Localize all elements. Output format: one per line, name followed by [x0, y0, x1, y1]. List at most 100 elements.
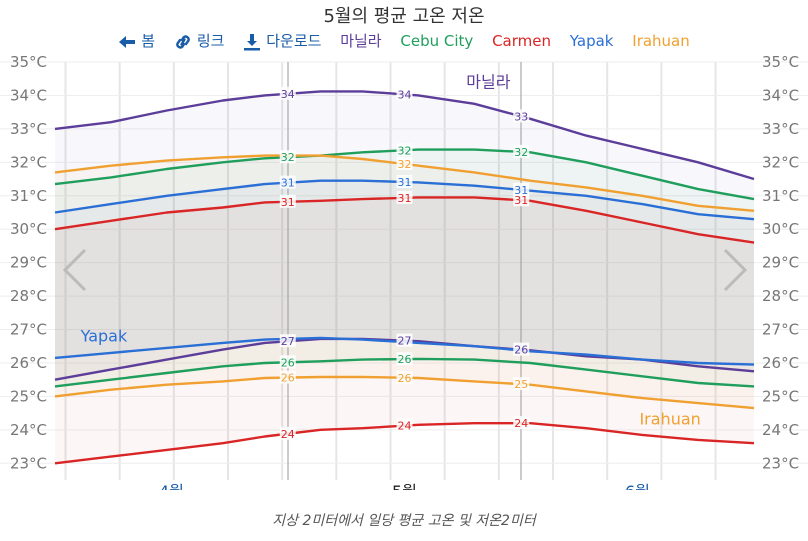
y-tick-label-left: 31°C	[10, 187, 47, 205]
series-high-line-2	[54, 196, 755, 244]
y-tick-label-right: 35°C	[762, 53, 799, 71]
link-label: 링크	[196, 32, 225, 50]
data-label-bg	[279, 370, 296, 384]
data-label-bg	[279, 175, 296, 189]
data-label-bg	[513, 416, 530, 430]
data-label-bg	[513, 377, 530, 391]
month-label: 5월	[392, 482, 417, 490]
range-band-0	[55, 91, 754, 380]
legend: 봄 링크 다운로드 마닐라 Cebu City Carmen Yapak Ira…	[0, 30, 808, 51]
data-label: 26	[398, 353, 412, 366]
legend-item-cebu-city[interactable]: Cebu City	[400, 31, 474, 50]
y-tick-label-right: 26°C	[762, 354, 799, 372]
series-high-line-3	[54, 179, 755, 221]
data-label-bg	[513, 109, 530, 123]
y-tick-label-left: 23°C	[10, 454, 47, 472]
link-button[interactable]: 링크	[174, 30, 225, 51]
data-label: 26	[514, 344, 528, 357]
y-tick-label-left: 30°C	[10, 220, 47, 238]
data-label: 24	[514, 417, 528, 430]
data-label-bg	[513, 342, 530, 356]
series-high-line-0	[54, 90, 755, 181]
data-label-bg	[279, 86, 296, 100]
series-name-label: Yapak	[80, 327, 128, 346]
link-icon	[176, 34, 190, 49]
y-tick-label-right: 31°C	[762, 187, 799, 205]
legend-item-carmen[interactable]: Carmen	[492, 31, 551, 50]
download-button[interactable]: 다운로드	[243, 30, 321, 51]
y-tick-label-left: 24°C	[10, 421, 47, 439]
month-label: 6월	[625, 482, 650, 490]
y-tick-label-right: 32°C	[762, 153, 799, 171]
data-label: 26	[281, 356, 295, 369]
chevron-right-icon	[723, 248, 748, 292]
legend-item-yapak[interactable]: Yapak	[569, 31, 614, 50]
arrow-left-icon	[119, 35, 136, 48]
month-label: 4월	[159, 482, 184, 490]
legend-item-irahuan[interactable]: Irahuan	[632, 31, 690, 50]
data-label: 27	[398, 335, 412, 348]
range-band-2	[55, 197, 754, 464]
legend-item-manila[interactable]: 마닐라	[340, 32, 382, 50]
data-label-bg	[279, 426, 296, 440]
series-low-line-2	[54, 422, 755, 465]
y-tick-label-left: 32°C	[10, 153, 47, 171]
series-high-line-1	[54, 148, 755, 201]
download-icon	[244, 33, 261, 50]
y-tick-label-left: 29°C	[10, 254, 47, 272]
data-label: 32	[514, 146, 528, 159]
data-label: 25	[514, 378, 528, 391]
y-tick-label-right: 27°C	[762, 321, 799, 339]
chart-title: 5월의 평균 고온 저온	[323, 6, 485, 27]
data-label-bg	[396, 418, 413, 432]
data-label: 24	[398, 420, 412, 433]
y-tick-label-right: 33°C	[762, 120, 799, 138]
y-tick-label-right: 23°C	[762, 454, 799, 472]
data-label: 31	[398, 192, 412, 205]
data-label-bg	[396, 190, 413, 204]
data-label-bg	[396, 174, 413, 188]
series-name-label: Irahuan	[639, 410, 700, 429]
data-label: 34	[398, 88, 412, 101]
data-label-bg	[513, 193, 530, 207]
series-low-line-1	[54, 357, 755, 388]
data-label-bg	[279, 194, 296, 208]
chevron-left-icon	[62, 248, 87, 292]
data-label-bg	[513, 182, 530, 196]
data-label-bg	[396, 143, 413, 157]
data-label-bg	[513, 144, 530, 158]
download-label: 다운로드	[266, 32, 322, 50]
data-label: 31	[514, 194, 528, 207]
back-button[interactable]: 봄	[118, 30, 155, 51]
data-label: 31	[514, 184, 528, 197]
range-band-3	[55, 180, 754, 365]
data-label-bg	[396, 333, 413, 347]
data-label: 33	[514, 110, 528, 123]
data-label: 26	[281, 372, 295, 385]
series-low-line-3	[54, 336, 755, 366]
data-label-bg	[279, 355, 296, 369]
data-label-bg	[396, 370, 413, 384]
y-tick-label-right: 24°C	[762, 421, 799, 439]
chart-caption: 지상 2미터에서 일당 평균 고온 및 저온2미터	[272, 513, 536, 529]
y-tick-label-right: 28°C	[762, 287, 799, 305]
y-tick-label-right: 25°C	[762, 387, 799, 405]
back-label: 봄	[141, 32, 156, 50]
data-label: 31	[398, 176, 412, 189]
data-label-bg	[396, 156, 413, 170]
series-high-line-4	[54, 154, 755, 212]
y-tick-label-left: 26°C	[10, 354, 47, 372]
data-label-bg	[279, 150, 296, 164]
data-label: 32	[281, 151, 295, 164]
data-label-bg	[396, 352, 413, 366]
y-tick-label-left: 33°C	[10, 120, 47, 138]
data-label: 31	[281, 196, 295, 209]
y-tick-label-right: 30°C	[762, 220, 799, 238]
data-label: 27	[281, 335, 295, 348]
previous-month-button[interactable]	[60, 248, 90, 296]
data-label: 31	[281, 177, 295, 190]
next-month-button[interactable]	[720, 248, 750, 296]
range-band-4	[55, 155, 754, 409]
data-label: 34	[281, 88, 295, 101]
data-label: 26	[398, 372, 412, 385]
